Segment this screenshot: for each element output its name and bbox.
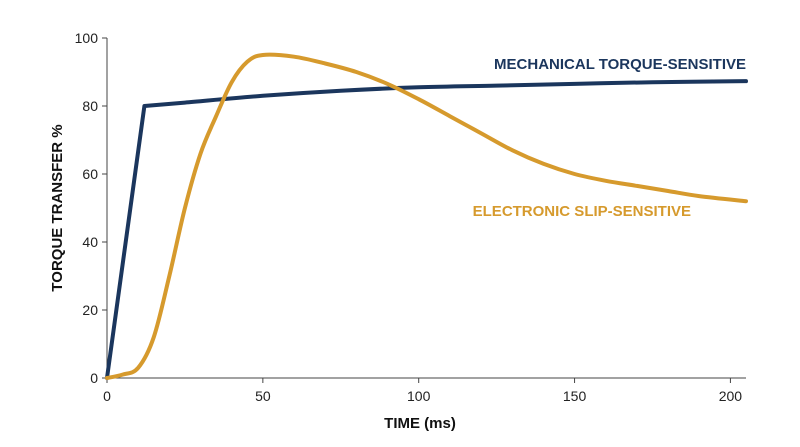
x-axis: 0 50 100 150 200: [103, 377, 746, 404]
x-tick-label: 50: [255, 388, 271, 404]
y-tick-label: 40: [82, 234, 98, 250]
x-tick-label: 0: [103, 388, 111, 404]
y-axis: 0 20 40 60 80 100: [75, 30, 108, 386]
y-tick-label: 80: [82, 98, 98, 114]
series-label-mechanical: MECHANICAL TORQUE-SENSITIVE: [494, 56, 746, 73]
series-line-electronic: [105, 52, 748, 380]
y-tick-label: 0: [90, 370, 98, 386]
y-axis-title: TORQUE TRANSFER %: [49, 124, 66, 291]
x-tick-label: 150: [563, 388, 587, 404]
series-group: [105, 52, 748, 380]
x-tick-group: 0 50 100 150 200: [103, 378, 742, 404]
y-tick-label: 60: [82, 166, 98, 182]
x-axis-title: TIME (ms): [384, 415, 456, 432]
series-line-mechanical: [105, 79, 748, 380]
y-tick-group: 0 20 40 60 80 100: [75, 30, 107, 386]
series-label-electronic: ELECTRONIC SLIP-SENSITIVE: [473, 203, 691, 220]
x-tick-label: 100: [407, 388, 431, 404]
x-tick-label: 200: [719, 388, 743, 404]
y-tick-label: 100: [75, 30, 99, 46]
y-tick-label: 20: [82, 302, 98, 318]
